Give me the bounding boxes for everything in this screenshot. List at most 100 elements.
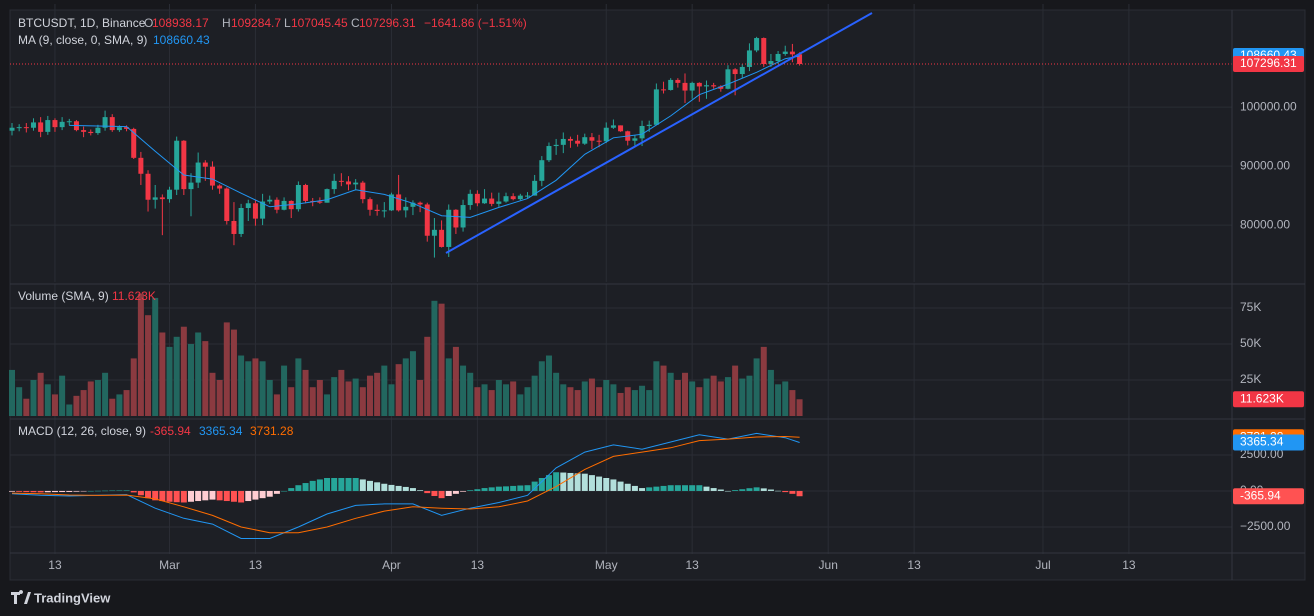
volume-bar — [545, 355, 552, 416]
volume-bar — [316, 380, 323, 416]
candle-body — [23, 127, 29, 129]
volume-bar — [431, 300, 438, 416]
candle-body — [81, 130, 87, 132]
macd-histogram-bar — [682, 485, 689, 491]
logo-icon — [11, 590, 31, 604]
volume-bar — [438, 303, 445, 416]
volume-bar — [782, 381, 789, 416]
volume-bar — [510, 381, 517, 416]
candle-body — [396, 194, 402, 211]
candle-body — [59, 121, 65, 128]
candle-body — [460, 205, 466, 228]
macd-histogram-bar — [538, 478, 545, 491]
macd-histogram-bar — [137, 490, 144, 496]
volume-bar — [259, 361, 266, 416]
candle-body — [560, 138, 566, 145]
candle-body — [696, 82, 702, 87]
macd-histogram-bar — [9, 490, 16, 492]
macd-histogram-bar — [352, 478, 359, 491]
volume-bar — [753, 358, 760, 416]
candle-body — [159, 197, 165, 200]
candle-body — [524, 195, 530, 197]
volume-bar — [9, 369, 16, 416]
volume-bar — [130, 358, 137, 416]
volume-bar — [588, 378, 595, 416]
macd-histogram-bar — [195, 490, 202, 502]
volume-bar — [116, 394, 123, 416]
candle-body — [682, 82, 688, 91]
volume-bar — [631, 390, 638, 416]
volume-bar — [166, 346, 173, 416]
macd-histogram-bar — [123, 490, 130, 491]
macd-histogram-bar — [238, 490, 245, 503]
volume-legend: Volume (SMA, 9) — [18, 289, 109, 303]
ohlc-letter: O — [144, 16, 153, 30]
ohlc-value: 107045.45 — [291, 16, 348, 30]
candle-body — [439, 229, 445, 247]
macd-histogram-bar — [775, 490, 782, 492]
x-tick-label: May — [595, 558, 618, 572]
candle-body — [596, 140, 602, 142]
tradingview-logo[interactable]: TradingView — [11, 590, 111, 605]
candle-body — [532, 180, 538, 196]
candle-body — [718, 86, 724, 89]
candle-body — [417, 202, 423, 205]
candle-body — [703, 85, 709, 87]
candle-body — [589, 137, 595, 141]
macd-histogram-bar — [87, 490, 94, 492]
macd-histogram-bar — [696, 485, 703, 491]
candle-body — [632, 138, 638, 141]
macd-histogram-bar — [216, 490, 223, 501]
candle-body — [138, 157, 144, 174]
macd-histogram-bar — [717, 489, 724, 491]
candle-body — [453, 209, 459, 228]
x-tick-label: 13 — [48, 558, 62, 572]
ma-value: 108660.43 — [153, 33, 210, 47]
candle-body — [517, 195, 523, 200]
macd-histogram-bar — [646, 487, 653, 491]
candle-body — [510, 196, 516, 200]
macd-histogram-bar — [782, 490, 789, 493]
macd-histogram-bar — [324, 478, 331, 491]
candle-body — [88, 131, 94, 134]
macd-histogram-bar — [409, 488, 416, 491]
volume-bar — [309, 387, 316, 416]
volume-bar — [460, 365, 467, 416]
volume-bar — [696, 387, 703, 416]
macd-histogram-bar — [503, 486, 510, 491]
macd-histogram-bar — [338, 478, 345, 491]
volume-bar — [345, 381, 352, 416]
candle-body — [424, 204, 430, 236]
volume-bar — [230, 329, 237, 416]
macd-histogram-bar — [460, 490, 467, 492]
ohlc-letter: L — [284, 16, 291, 30]
macd-histogram-bar — [37, 490, 44, 493]
volume-bar — [717, 381, 724, 416]
macd-histogram-bar — [230, 490, 237, 502]
volume-bar — [424, 336, 431, 416]
macd-histogram-bar — [288, 488, 295, 491]
macd-histogram-bar — [746, 488, 753, 491]
trend-line-drawing[interactable] — [445, 12, 873, 254]
macd-histogram-bar — [80, 490, 87, 492]
candle-body — [661, 89, 667, 91]
volume-bar — [223, 322, 230, 416]
candle-body — [775, 53, 781, 62]
volume-bar — [137, 293, 144, 416]
candle-body — [782, 51, 788, 54]
candle-body — [582, 137, 588, 144]
macd-hist-value: -365.94 — [150, 424, 191, 438]
candle-body — [52, 120, 58, 128]
candle-body — [295, 184, 301, 210]
candle-body — [446, 209, 452, 247]
macd-histogram-bar — [445, 490, 452, 496]
volume-bar — [266, 380, 273, 416]
candle-body — [789, 51, 795, 55]
macd-histogram-bar — [624, 483, 631, 491]
volume-bar — [689, 381, 696, 416]
histogram-price-label: -365.94 — [1240, 488, 1281, 502]
x-tick-label: 13 — [685, 558, 699, 572]
candle-body — [689, 82, 695, 91]
macd-histogram-bar — [488, 487, 495, 491]
macd-histogram-bar — [209, 490, 216, 500]
